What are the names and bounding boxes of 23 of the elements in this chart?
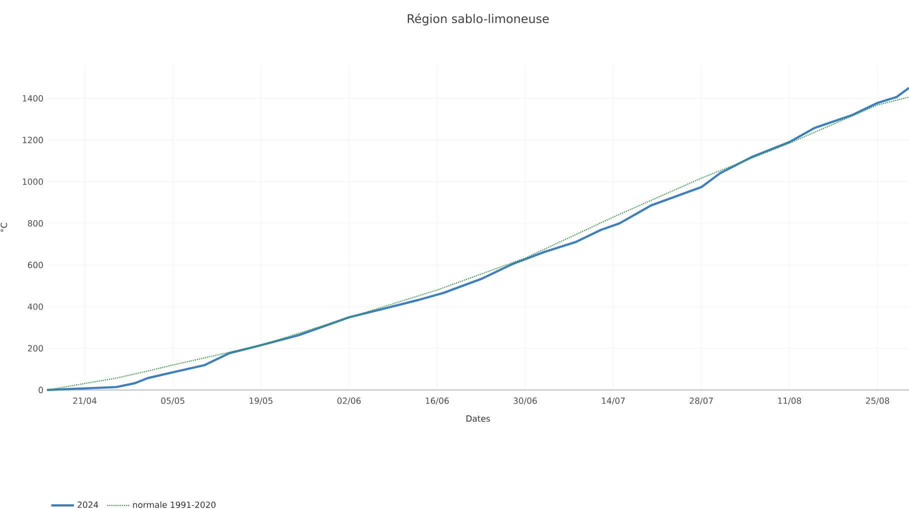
y-tick-label: 1000 <box>22 178 43 185</box>
x-tick-label: 21/04 <box>73 398 96 405</box>
y-axis-title: °C <box>0 222 8 232</box>
y-tick-label: 0 <box>38 386 43 394</box>
y-tick-label: 1200 <box>22 136 43 144</box>
y-tick-label: 200 <box>28 345 43 352</box>
legend-label: normale 1991-2020 <box>133 501 216 508</box>
x-tick-label: 25/08 <box>866 398 890 405</box>
x-axis-title: Dates <box>466 415 490 422</box>
x-tick-label: 19/05 <box>250 398 272 405</box>
chart-title: Région sablo-limoneuse <box>408 13 549 26</box>
x-tick-label: 30/06 <box>514 398 537 405</box>
x-tick-label: 05/05 <box>161 398 184 405</box>
x-tick-label: 28/07 <box>690 398 713 405</box>
x-tick-label: 16/06 <box>426 398 449 405</box>
y-tick-label: 800 <box>28 220 43 227</box>
x-tick-label: 11/08 <box>778 398 802 405</box>
y-tick-label: 1400 <box>22 95 43 102</box>
x-tick-label: 14/07 <box>602 398 625 405</box>
x-tick-label: 02/06 <box>337 398 361 405</box>
y-tick-label: 600 <box>28 262 43 268</box>
legend-label: 2024 <box>78 502 98 508</box>
y-tick-label: 400 <box>28 303 43 310</box>
